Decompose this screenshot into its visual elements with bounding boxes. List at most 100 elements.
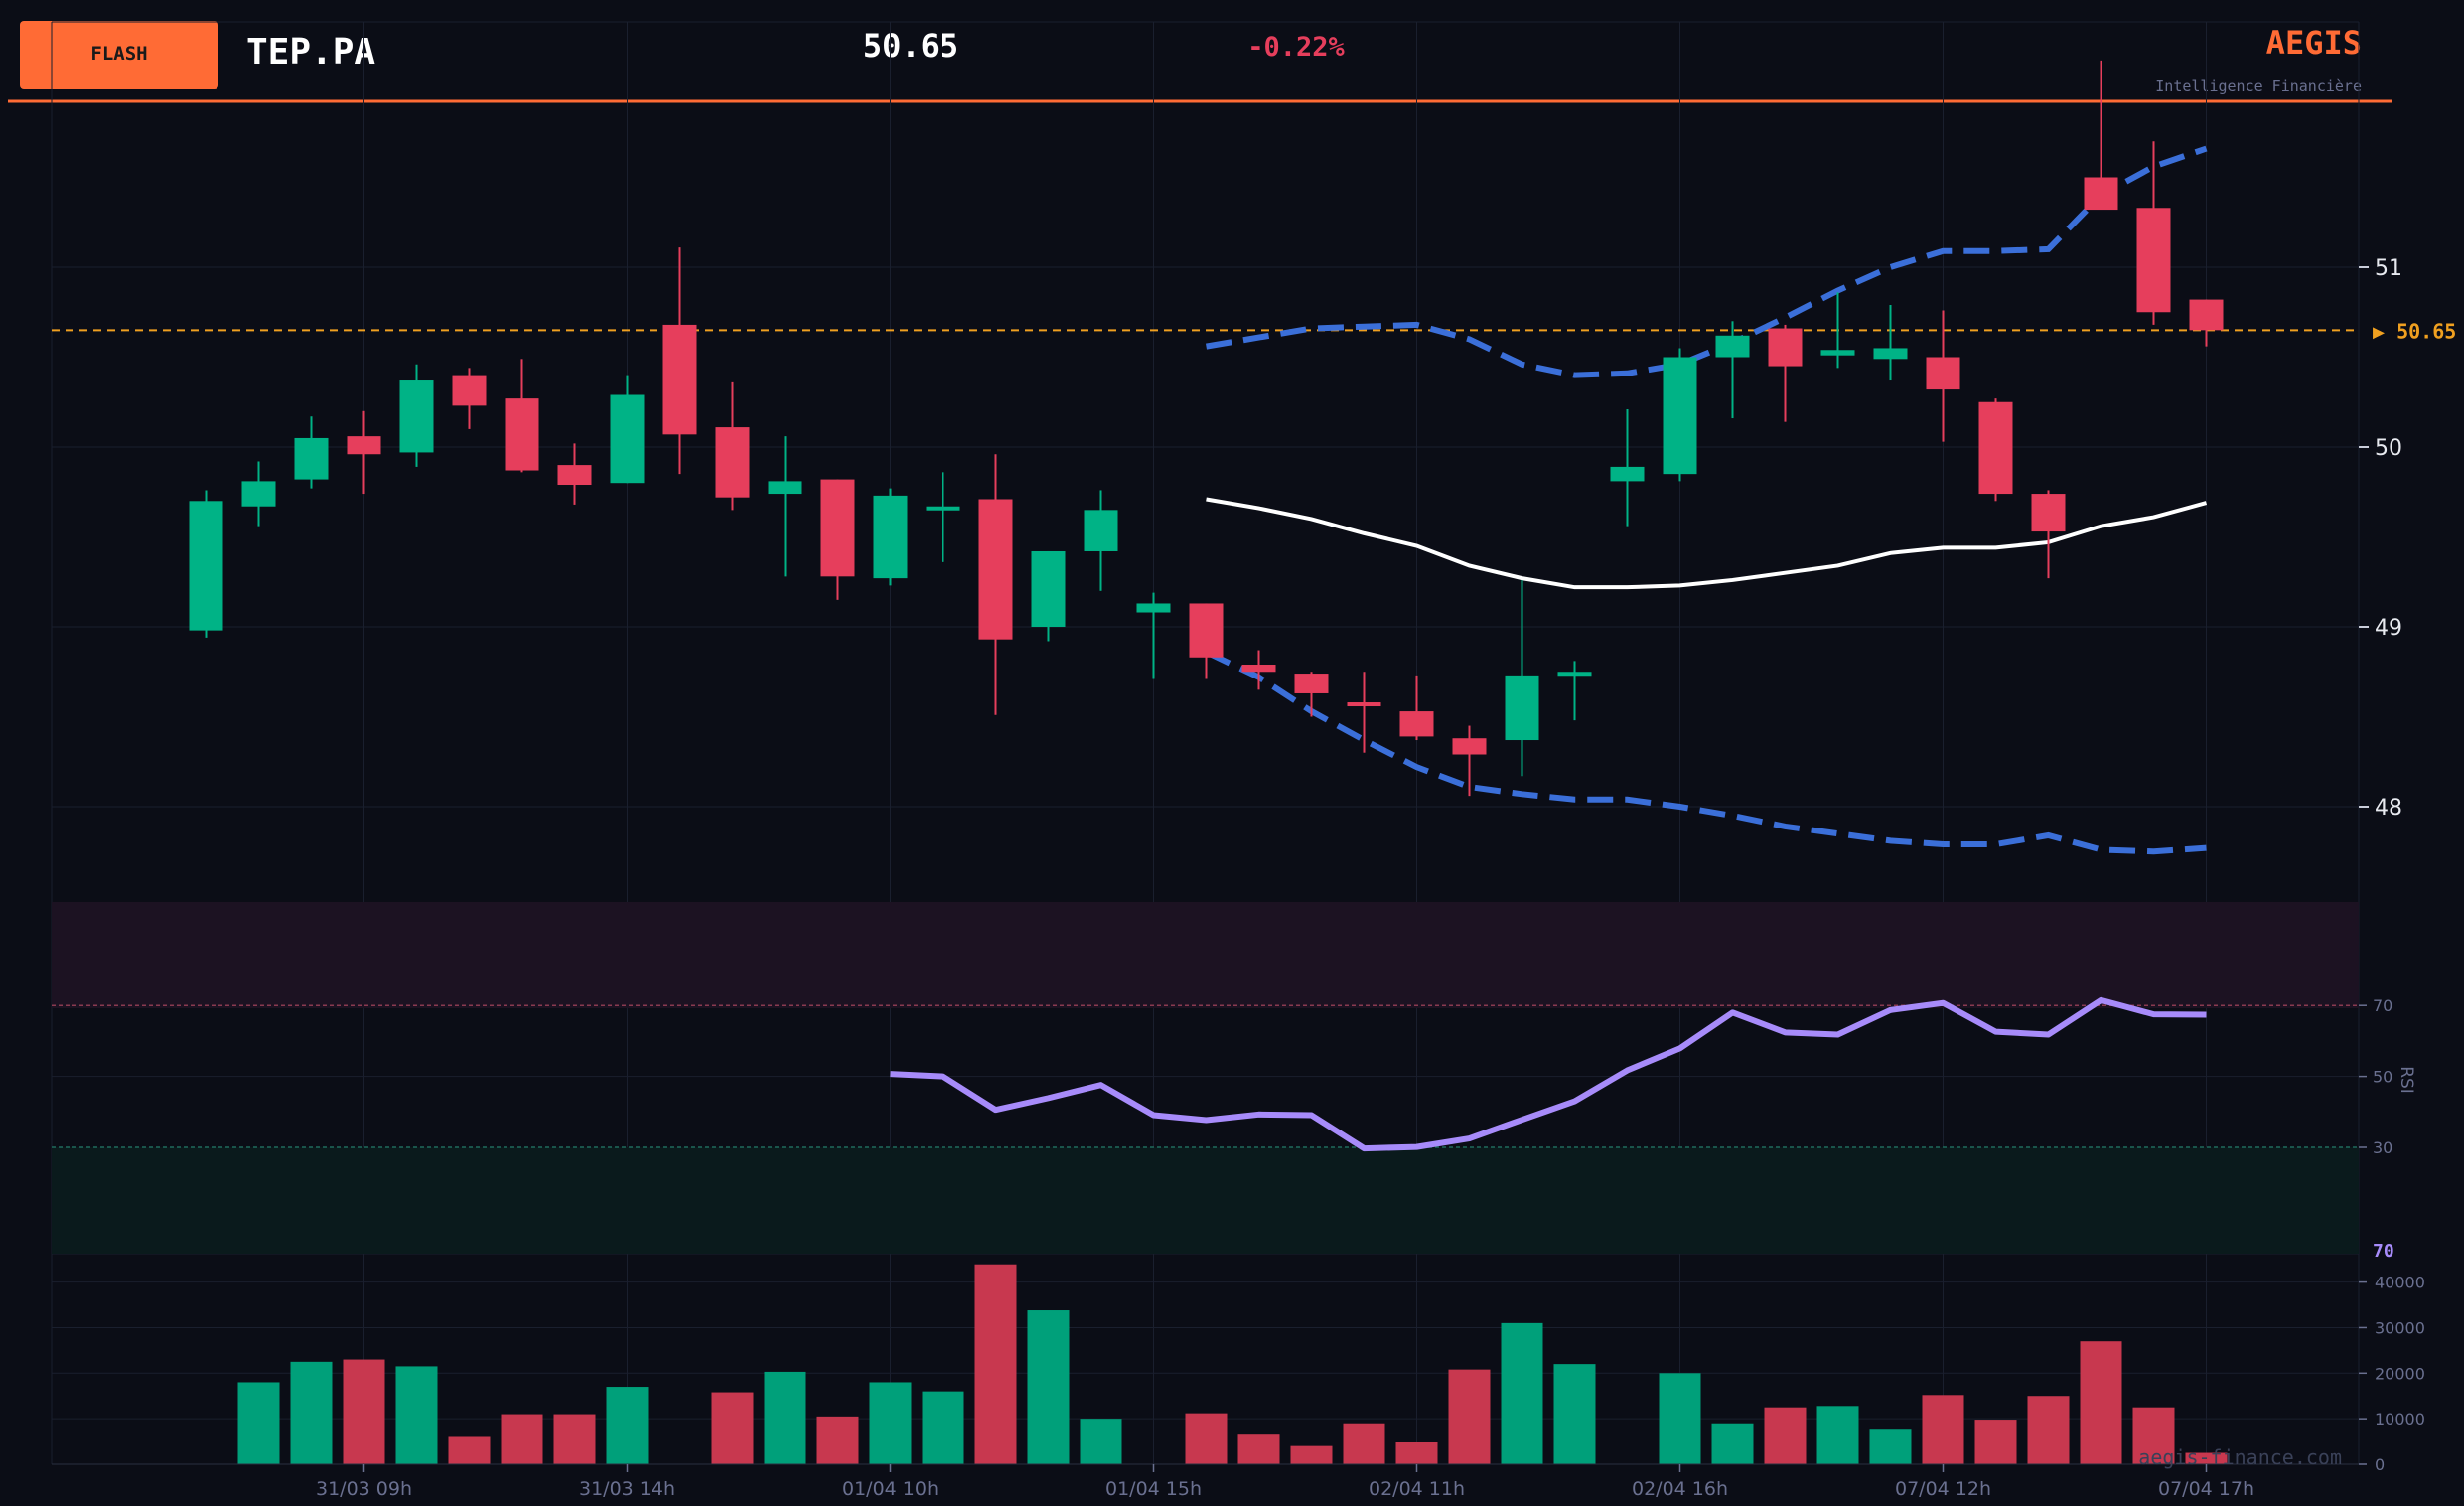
- volume-bar: [1237, 1434, 1280, 1464]
- volume-bar: [869, 1382, 912, 1464]
- x-tick-label: 02/04 16h: [1632, 1478, 1728, 1500]
- volume-tick-label: 0: [2375, 1455, 2385, 1474]
- candle-body: [1189, 603, 1224, 658]
- volume-bar: [816, 1416, 859, 1464]
- x-tick-label: 07/04 17h: [2158, 1478, 2254, 1500]
- volume-bar: [501, 1414, 543, 1464]
- price-panel: [52, 60, 2359, 855]
- candle-body: [2084, 177, 2118, 211]
- volume-bar: [2185, 1452, 2228, 1464]
- candle-body: [820, 479, 855, 577]
- volume-bar: [448, 1436, 491, 1464]
- candle-body: [1241, 665, 1276, 673]
- volume-bar: [553, 1414, 596, 1464]
- candle-body: [873, 495, 908, 579]
- volume-tick-label: 40000: [2375, 1274, 2425, 1292]
- volume-bar: [1080, 1419, 1122, 1464]
- candle-body: [978, 499, 1013, 640]
- rsi-oversold-zone: [52, 1147, 2359, 1254]
- candle-body: [505, 398, 539, 471]
- rsi-overbought-zone: [52, 902, 2359, 1008]
- candle-body: [662, 324, 697, 435]
- candle-body: [1557, 672, 1592, 677]
- candle-body: [1926, 357, 1960, 390]
- rsi-axis-label: RSI: [2396, 1066, 2416, 1094]
- sma-line: [1206, 497, 2208, 590]
- x-tick-label: 31/03 09h: [316, 1478, 412, 1500]
- flash-badge: [20, 21, 218, 89]
- candle-body: [1820, 350, 1855, 356]
- volume-bar: [1869, 1429, 1912, 1464]
- candle-body: [1399, 711, 1434, 737]
- x-tick-label: 02/04 11h: [1369, 1478, 1465, 1500]
- volume-tick-label: 10000: [2375, 1410, 2425, 1429]
- volume-bar: [1659, 1373, 1701, 1464]
- candle-body: [1663, 357, 1697, 475]
- candle-body: [347, 436, 381, 455]
- candle-body: [189, 501, 223, 631]
- volume-bar: [2027, 1396, 2070, 1464]
- candle-body: [1294, 674, 1329, 693]
- rsi-latest-label: 70: [2373, 1241, 2394, 1262]
- volume-bar: [290, 1361, 333, 1464]
- volume-bar: [1711, 1423, 1754, 1464]
- volume-bar: [1764, 1407, 1807, 1464]
- candle-body: [1978, 401, 2013, 495]
- volume-bar: [606, 1387, 649, 1464]
- candle-body: [1873, 348, 1908, 360]
- volume-tick-label: 30000: [2375, 1318, 2425, 1337]
- volume-bar: [1922, 1395, 1964, 1464]
- candle-body: [715, 427, 750, 498]
- tagline-label: Intelligence Financière: [2155, 77, 2362, 95]
- volume-bar: [2080, 1341, 2122, 1464]
- volume-bar: [922, 1391, 964, 1464]
- candle-body: [1347, 702, 1381, 707]
- candle-body: [2189, 299, 2224, 331]
- candle-body: [399, 380, 434, 453]
- watermark: aegis-finance.com: [2138, 1445, 2342, 1469]
- volume-bar: [1553, 1364, 1596, 1464]
- price-tick-label: 49: [2375, 616, 2402, 641]
- candle-body: [610, 394, 645, 484]
- x-tick-label: 01/04 15h: [1105, 1478, 1202, 1500]
- candle-body: [1452, 738, 1487, 755]
- price-tick-label: 50: [2375, 436, 2402, 461]
- candle-body: [241, 481, 276, 507]
- volume-bar: [2132, 1407, 2175, 1464]
- volume-bar: [764, 1371, 806, 1464]
- volume-bar: [395, 1366, 438, 1464]
- bollinger-upper-line: [1205, 145, 2208, 378]
- symbol-label: TEP.PA: [246, 32, 375, 73]
- candle-body: [1768, 328, 1803, 367]
- candle-body: [1084, 510, 1118, 551]
- last-price-label: ▶ 50.65: [2373, 319, 2456, 343]
- x-tick-label: 31/03 14h: [579, 1478, 675, 1500]
- volume-bar: [1448, 1369, 1491, 1464]
- volume-panel: [237, 1264, 2228, 1464]
- volume-bar: [1027, 1310, 1070, 1464]
- volume-bar: [1185, 1413, 1228, 1464]
- x-tick-label: 07/04 12h: [1895, 1478, 1991, 1500]
- volume-bar: [1816, 1406, 1859, 1464]
- volume-bar: [1501, 1322, 1543, 1464]
- brand-label: AEGIS: [2266, 24, 2362, 62]
- axes: 48 49 50 51 ▶ 50.65 30 50 70 RSI 70 0 10000 20000 300…: [52, 256, 2456, 1500]
- rsi-line: [890, 996, 2207, 1152]
- volume-bar: [237, 1382, 280, 1464]
- volume-bar: [711, 1392, 754, 1464]
- price-label: 50.65: [863, 27, 958, 65]
- candle-body: [2136, 208, 2171, 313]
- candle-body: [557, 465, 592, 486]
- candle-body: [926, 506, 960, 511]
- candle-body: [2031, 494, 2066, 532]
- rsi-tick-label: 70: [2373, 996, 2392, 1015]
- volume-tick-label: 20000: [2375, 1364, 2425, 1383]
- rsi-tick-label: 50: [2373, 1068, 2392, 1087]
- candle-body: [768, 481, 802, 495]
- x-tick-label: 01/04 10h: [842, 1478, 939, 1500]
- rsi-tick-label: 30: [2373, 1138, 2392, 1157]
- rsi-panel: [52, 996, 2359, 1152]
- change-label: -0.22%: [1247, 32, 1345, 63]
- price-tick-label: 51: [2375, 256, 2402, 281]
